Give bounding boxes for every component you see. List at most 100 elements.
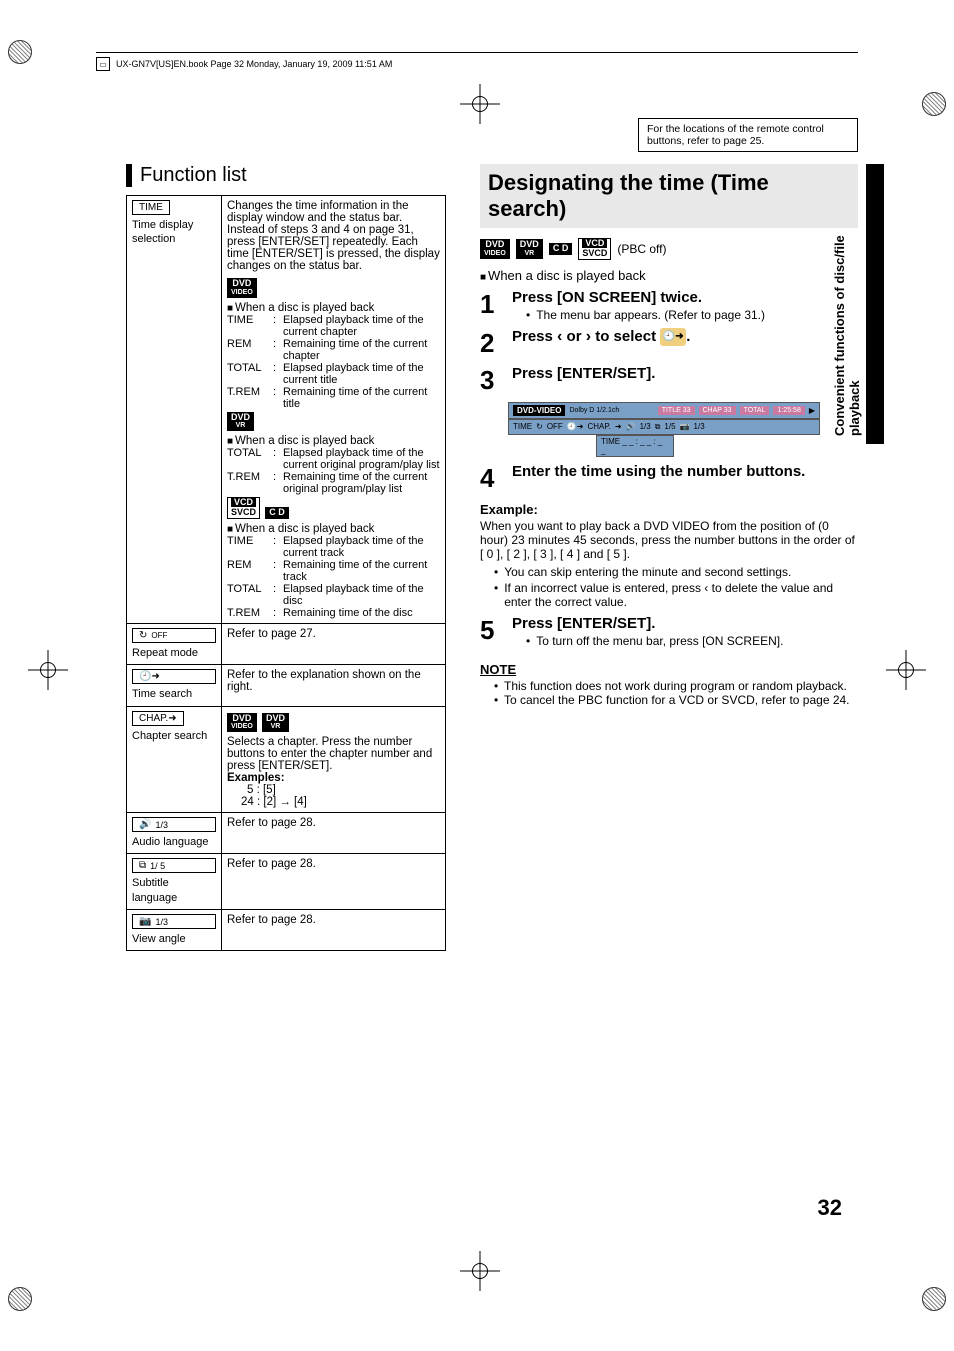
pbc-off-label: (PBC off) [617,242,666,256]
angle-icon: 📷1/3 [132,914,216,929]
audio-icon: 🔊1/3 [132,817,216,832]
chap-dvd-video-badge: DVDVIDEO [227,713,257,733]
note-list: This function does not work during progr… [480,679,858,707]
cd-badge: C D [265,507,289,519]
block2-heading: When a disc is played back [235,523,374,535]
book-icon: ▭ [96,57,110,71]
step-4-text: Enter the time using the number buttons. [512,463,805,480]
function-list-title: Function list [126,164,446,187]
time-badge: TIME [132,200,170,215]
note-2: To cancel the PBC function for a VCD or … [494,693,858,707]
time-intro: Changes the time information in the disp… [227,200,440,272]
row2-time: TIME [513,422,532,431]
row2-audio-icon: 🔊 [626,422,636,431]
step-2-mid: or [562,328,585,345]
repeat-icon: ↻OFF [132,628,216,643]
block0-defs: TIME:Elapsed playback time of the curren… [227,314,440,410]
r-dvd-vr-badge: DVDVR [516,239,543,259]
row2-sub-icon: ⧉ [655,422,661,432]
step-1: 1 Press [ON SCREEN] twice. •The menu bar… [480,289,858,322]
clock-icon: 🕘➜ [660,328,686,346]
page-number: 32 [818,1195,842,1221]
angle-desc: Refer to page 28. [222,910,446,951]
reg-top [460,84,500,124]
precond: When a disc is played back [488,268,646,283]
table-row: TIME Time display selection Changes the … [127,196,446,624]
header-text: UX-GN7V[US]EN.book Page 32 Monday, Janua… [116,59,392,69]
chap-icon: CHAP.➜ [132,711,184,726]
example-sub1: You can skip entering the minute and sec… [504,565,791,579]
reg-right [886,650,926,690]
angle-label: View angle [132,932,216,946]
total-block: TOTAL [740,406,770,415]
remote-ref-box: For the locations of the remote control … [638,118,858,152]
audio-desc: Refer to page 28. [222,813,446,854]
time-search-label: Time search [132,687,216,701]
table-row: CHAP.➜ Chapter search DVDVIDEO DVDVR Sel… [127,706,446,813]
step-2-end: . [686,328,690,345]
row2-off: OFF [547,422,563,431]
step-1-sub: The menu bar appears. (Refer to page 31.… [536,308,765,322]
r-vcd-svcd-badge: VCDSVCD [578,238,611,260]
chap-text: Selects a chapter. Press the number butt… [227,736,440,772]
row2-angle-icon: 📷 [680,422,690,431]
disc-badges-row: DVDVIDEO DVDVR C D VCDSVCD (PBC off) [480,236,858,262]
step-5-num: 5 [480,615,506,646]
crop-tr [922,92,946,116]
row2-f: 1/3 [694,422,705,431]
step-5: 5 Press [ENTER/SET]. •To turn off the me… [480,615,858,648]
row2-clock-icon: 🕘➜ [567,422,584,431]
step-5-sub: To turn off the menu bar, press [ON SCRE… [536,634,783,648]
side-tab [866,164,884,444]
reg-left [28,650,68,690]
step-4-num: 4 [480,463,506,494]
example-sub2: If an incorrect value is entered, press … [504,581,858,609]
chap-ex2: 24 : [2] → [4] [227,796,440,808]
chap-ex1: 5 : [5] [227,784,440,796]
dvd-video-label: DVD-VIDEO [513,405,565,416]
example-label: Example: [480,502,858,517]
audio-label: Audio language [132,835,216,849]
subtitle-label: Subtitle language [132,876,216,905]
function-table: TIME Time display selection Changes the … [126,195,446,951]
crop-br [922,1287,946,1311]
right-title: Designating the time (Time search) [480,164,858,228]
time-search-icon: 🕘➜ [132,669,216,684]
step-4: 4 Enter the time using the number button… [480,463,858,494]
time-block: 1:25:58 [773,406,804,415]
block1-heading: When a disc is played back [235,435,374,447]
table-row: ⧉1/ 5 Subtitle language Refer to page 28… [127,854,446,910]
repeat-label: Repeat mode [132,646,216,660]
reg-bottom [460,1251,500,1291]
row2-d: 1/3 [640,422,651,431]
repeat-desc: Refer to page 27. [222,623,446,664]
row2-e: 1/5 [664,422,675,431]
table-row: 🕘➜ Time search Refer to the explanation … [127,665,446,706]
time-display-label: Time display selection [132,218,216,247]
row2-repeat-icon: ↻ [536,422,543,431]
chap-label: Chapter search [132,729,216,743]
left-column: Function list TIME Time display selectio… [126,164,446,951]
crop-tl [8,40,32,64]
chap-block: CHAP 33 [699,406,736,415]
step-5-text: Press [ENTER/SET]. [512,615,655,632]
block2-defs: TIME:Elapsed playback time of the curren… [227,535,440,619]
dvd-video-badge: DVDVIDEO [227,278,257,298]
header-line: ▭ UX-GN7V[US]EN.book Page 32 Monday, Jan… [96,52,858,71]
crop-bl [8,1287,32,1311]
subtitle-icon: ⧉1/ 5 [132,858,216,873]
dvd-menu-bar: DVD-VIDEO Dolby D 1/2.1ch TITLE 33 CHAP … [508,402,820,457]
step-3-num: 3 [480,365,506,396]
play-icon: ▶ [809,406,815,415]
chap-dvd-vr-badge: DVDVR [262,713,289,733]
example-body: When you want to play back a DVD VIDEO f… [480,519,858,561]
note-heading: NOTE [480,662,858,677]
step-1-num: 1 [480,289,506,320]
dvd-vr-badge: DVDVR [227,412,254,432]
step-2: 2 Press ‹ or › to select 🕘➜. [480,328,858,359]
r-dvd-video-badge: DVDVIDEO [480,239,510,259]
step-2-post: to select [591,328,660,345]
block0-heading: When a disc is played back [235,302,374,314]
chap-ex-label: Examples: [227,772,440,784]
note-1: This function does not work during progr… [494,679,858,693]
